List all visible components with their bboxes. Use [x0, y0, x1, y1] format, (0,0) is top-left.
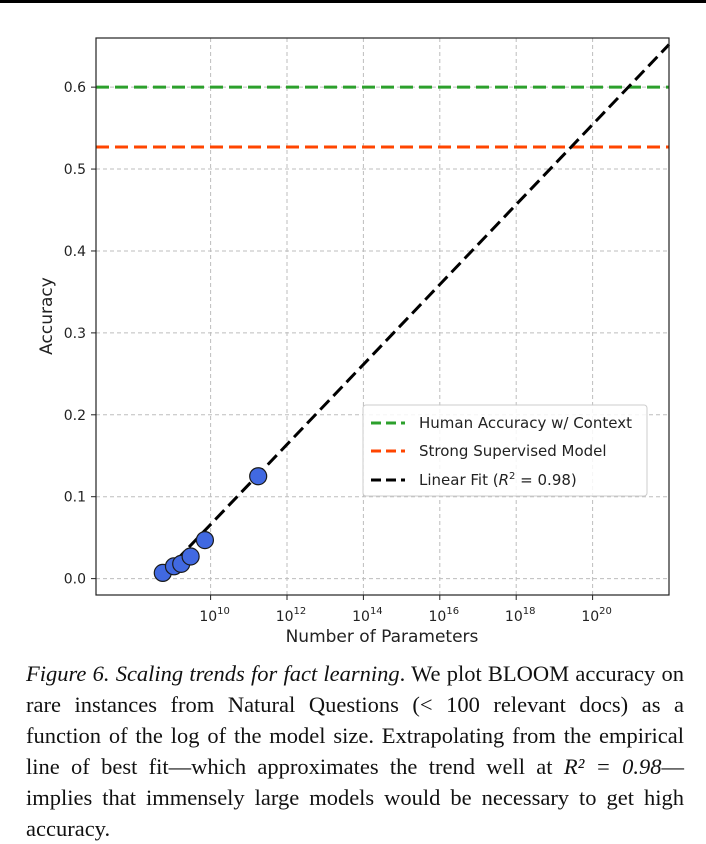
series-layer: [96, 43, 671, 576]
data-point: [195, 531, 215, 550]
caption-body-1: . We plot BLOOM accuracy on rare instanc…: [26, 661, 684, 717]
legend: Human Accuracy w/ Context Strong Supervis…: [362, 404, 648, 497]
y-tick-label: 0.5: [64, 162, 86, 178]
x-tick-label: 1012: [276, 606, 307, 625]
linear-fit-line: [161, 43, 671, 576]
caption-body-2: relevant docs) as a function of the log …: [26, 692, 684, 779]
data-points: [153, 467, 268, 582]
y-axis-title: Accuracy: [37, 277, 57, 355]
x-tick-label: 1020: [581, 606, 612, 625]
x-tick-label: 1016: [429, 606, 460, 625]
data-point: [249, 467, 268, 486]
x-tick-label: 1014: [352, 606, 383, 625]
x-tick-label: 1010: [199, 606, 230, 625]
grid: [96, 38, 669, 595]
legend-box: [362, 404, 648, 497]
scaling-chart: 1010 1012 1014 1016 1018 1020 0.0 0.1 0.2 0.3 0.4 0…: [37, 37, 671, 647]
caption-math-2: R² = 0.98: [563, 754, 662, 779]
y-tick-label: 0.3: [64, 326, 86, 342]
figure-caption: Figure 6. Scaling trends for fact learni…: [26, 658, 684, 844]
x-tick-label: 1018: [505, 606, 536, 625]
x-axis-title: Number of Parameters: [286, 627, 479, 647]
legend-label: Strong Supervised Model: [419, 442, 607, 460]
caption-label: Figure 6.: [26, 661, 110, 686]
y-tick-label: 0.1: [64, 490, 86, 506]
y-tick-label: 0.6: [64, 80, 86, 96]
plot-frame: [95, 37, 670, 596]
y-tick-label: 0.2: [64, 408, 86, 424]
y-tick-label: 0.4: [64, 244, 86, 260]
data-point: [181, 547, 200, 566]
top-rule: [0, 0, 706, 3]
axis-ticks: 1010 1012 1014 1016 1018 1020 0.0 0.1 0.2 0.3 0.4 0…: [64, 80, 612, 625]
caption-title: Scaling trends for fact learning: [115, 661, 400, 686]
legend-label: Human Accuracy w/ Context: [419, 414, 632, 432]
caption-math-1: < 100: [419, 692, 480, 717]
legend-label: Linear Fit (R2 = 0.98): [419, 471, 577, 489]
y-tick-label: 0.0: [64, 572, 86, 588]
